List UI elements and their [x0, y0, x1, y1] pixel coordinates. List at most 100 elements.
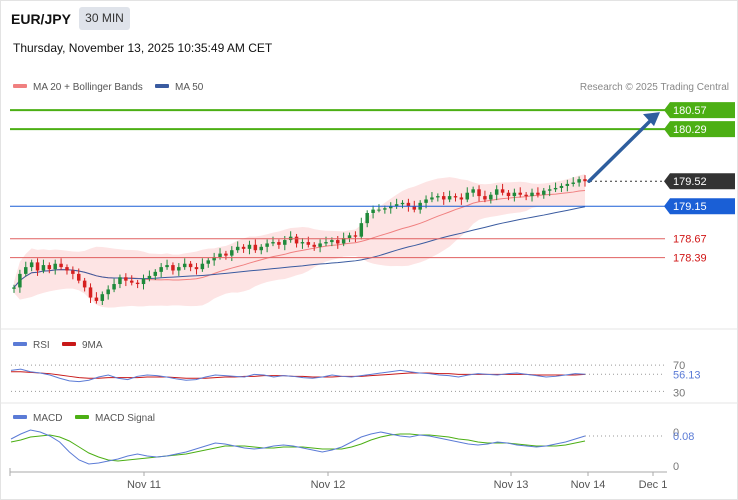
candle-body	[371, 209, 375, 213]
candle-body	[577, 179, 581, 183]
candle-body	[129, 280, 134, 283]
macd-value-label: 0.08	[673, 431, 694, 443]
level-label-target: 180.57	[673, 105, 707, 117]
rsi-ma-legend-label: 9MA	[82, 340, 103, 351]
candle-body	[518, 192, 522, 195]
level-label-last: 179.52	[673, 176, 707, 188]
macd-tick-bottom: 0	[673, 461, 679, 473]
candle-body	[88, 287, 93, 298]
candle-body	[542, 190, 546, 195]
candle-body	[283, 240, 287, 245]
candle-body	[494, 189, 499, 195]
candle-body	[35, 262, 40, 271]
candle-body	[341, 238, 346, 244]
candle-body	[188, 263, 193, 268]
candle-body	[524, 194, 528, 197]
candle-body	[118, 277, 122, 285]
candle-body	[206, 260, 211, 264]
candle-body	[306, 242, 311, 245]
candle-body	[483, 196, 487, 200]
candle-body	[400, 202, 405, 205]
candle-body	[424, 199, 428, 203]
level-tag-pivot	[664, 198, 735, 215]
candle-body	[312, 244, 316, 247]
candle-body	[194, 267, 199, 270]
level-label-pivot: 179.15	[673, 201, 707, 213]
candle-body	[59, 263, 63, 268]
candle-body	[477, 189, 481, 197]
candle-body	[330, 240, 334, 243]
candle-body	[94, 297, 99, 301]
candle-body	[212, 256, 216, 261]
macd-line	[10, 429, 586, 465]
candle-body	[447, 196, 452, 200]
macd-signal-legend-swatch	[75, 415, 89, 419]
candle-body	[235, 246, 240, 251]
candle-body	[147, 275, 152, 279]
candle-body	[353, 235, 358, 237]
candle-body	[347, 235, 352, 239]
macd-legend: MACD MACD Signal	[13, 413, 155, 424]
candle-body	[559, 185, 564, 188]
rsi-tick-30: 30	[673, 387, 685, 399]
x-tick-label: Nov 14	[571, 479, 606, 491]
candle-body	[471, 189, 475, 193]
candle-body	[318, 243, 322, 247]
price-plot	[12, 174, 587, 308]
candle-body	[82, 280, 87, 288]
candle-body	[200, 263, 205, 270]
candle-body	[300, 242, 305, 244]
candle-body	[465, 192, 470, 200]
level-label-target: 180.29	[673, 124, 707, 136]
x-tick-label: Nov 13	[494, 479, 529, 491]
rsi-ma-legend-swatch	[62, 342, 76, 346]
level-tag-last	[664, 173, 735, 190]
rsi-legend: RSI 9MA	[13, 340, 103, 351]
x-tick-label: Nov 12	[311, 479, 346, 491]
candle-body	[359, 223, 364, 237]
candle-body	[100, 294, 105, 301]
candle-body	[383, 208, 387, 210]
candle-body	[412, 206, 417, 210]
level-label-support: 178.39	[673, 253, 707, 265]
candle-body	[406, 202, 411, 207]
candle-body	[259, 246, 263, 251]
candle-body	[218, 253, 222, 257]
candle-body	[365, 213, 369, 224]
level-label-support: 178.67	[673, 234, 707, 246]
candle-body	[294, 236, 299, 244]
candle-body	[453, 196, 458, 198]
candle-body	[53, 263, 57, 270]
x-axis: Nov 11 Nov 12 Nov 13 Nov 14 Dec 1	[9, 468, 668, 491]
datetime-label: Thursday, November 13, 2025 10:35:49 AM …	[13, 41, 273, 55]
candle-body	[265, 243, 269, 247]
candle-body	[65, 267, 69, 271]
candle-body	[77, 273, 81, 281]
candle-body	[377, 209, 381, 211]
candle-body	[71, 270, 75, 274]
candle-body	[271, 242, 275, 244]
candle-body	[224, 253, 228, 256]
rsi-plot: 70 30 56.13	[10, 360, 701, 399]
candle-body	[547, 189, 552, 191]
candle-body	[153, 271, 158, 276]
candle-body	[24, 267, 28, 274]
candle-body	[18, 273, 22, 288]
x-tick-label: Dec 1	[639, 479, 668, 491]
candle-body	[430, 197, 434, 200]
candle-body	[29, 262, 34, 268]
candle-body	[47, 265, 52, 270]
candle-body	[336, 240, 340, 244]
candle-body	[182, 263, 187, 268]
macd-tick-top: 0	[673, 427, 679, 439]
rsi-line	[10, 368, 586, 383]
candle-body	[159, 267, 163, 272]
candle-body	[41, 265, 46, 271]
timeframe-button[interactable]: 30 MIN	[79, 7, 130, 30]
candle-body	[459, 197, 464, 200]
rsi-legend-swatch	[13, 342, 27, 346]
macd-signal-legend-label: MACD Signal	[95, 413, 155, 424]
candle-body	[489, 194, 493, 200]
candle-body	[441, 196, 446, 200]
macd-legend-swatch	[13, 415, 27, 419]
